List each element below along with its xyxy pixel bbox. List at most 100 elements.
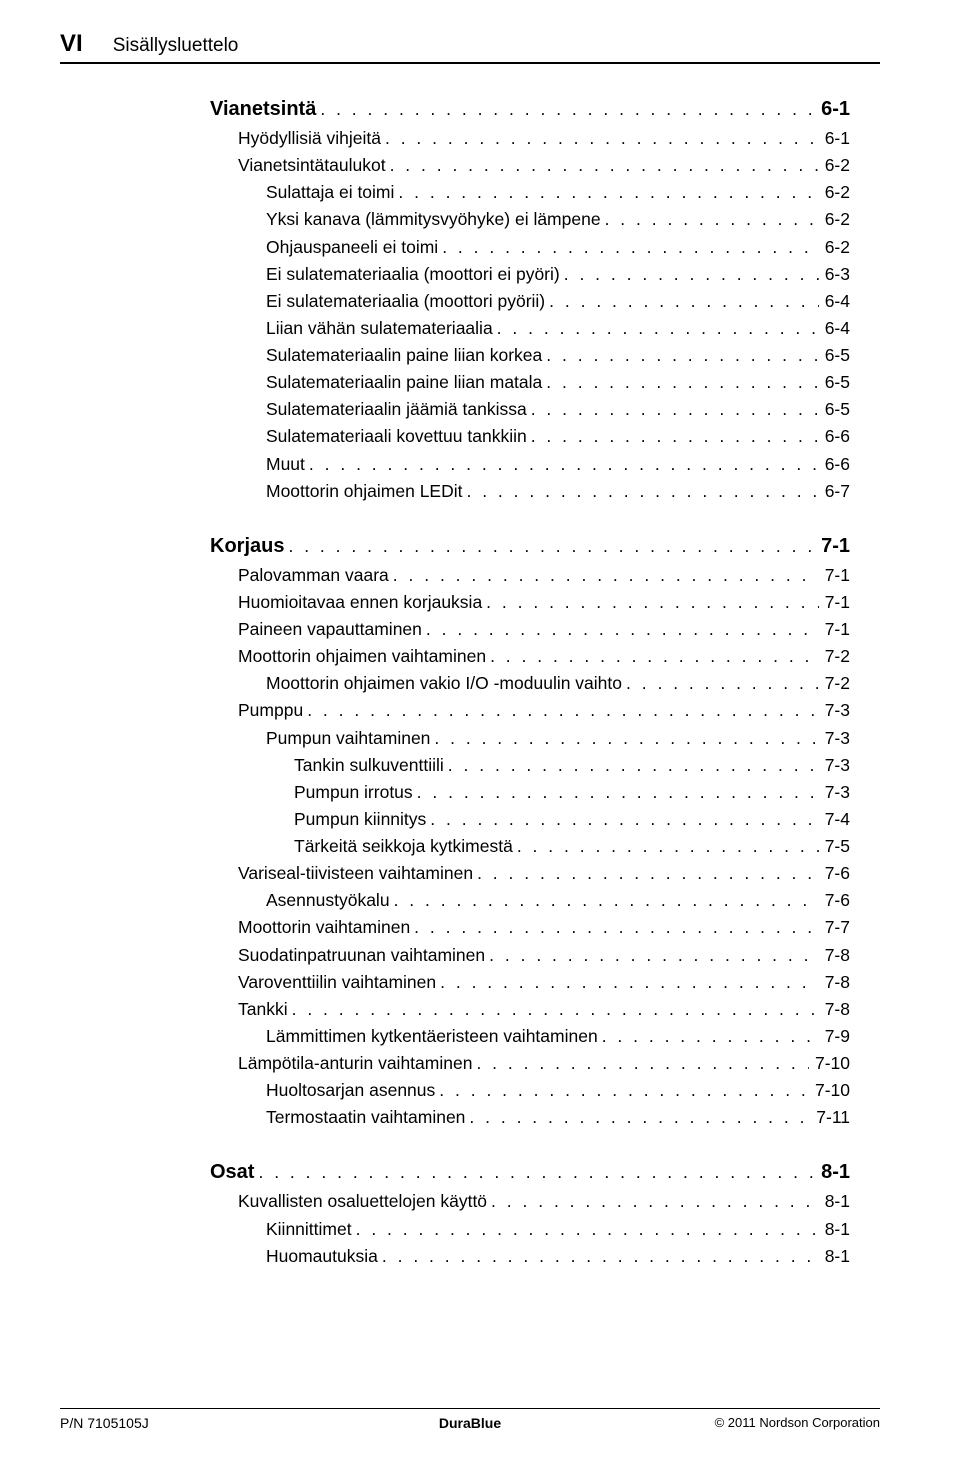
- dot-leader: [485, 942, 819, 969]
- toc-heading-label: Korjaus: [210, 531, 284, 562]
- toc-row: Huoltosarjan asennus7-10: [210, 1077, 850, 1104]
- toc-row-label: Suodatinpatruunan vaihtaminen: [238, 942, 485, 969]
- toc-row: Pumpun kiinnitys7-4: [210, 806, 850, 833]
- toc-row-page: 6-4: [819, 315, 850, 342]
- toc-row: Vianetsintätaulukot 6-2: [210, 152, 850, 179]
- dot-leader: [542, 342, 818, 369]
- dot-leader: [254, 1159, 815, 1186]
- toc-row-page: 6-6: [819, 451, 850, 478]
- dot-leader: [472, 1050, 809, 1077]
- toc-row-label: Pumpun vaihtaminen: [266, 725, 430, 752]
- dot-leader: [465, 1104, 810, 1131]
- dot-leader: [430, 725, 818, 752]
- footer-center: DuraBlue: [439, 1415, 501, 1431]
- toc-row-page: 6-5: [819, 342, 850, 369]
- toc-heading-row: Korjaus 7-1: [210, 531, 850, 562]
- toc-row-page: 7-6: [819, 887, 850, 914]
- toc-row-label: Tankin sulkuventtiili: [294, 752, 444, 779]
- dot-leader: [288, 996, 819, 1023]
- dot-leader: [426, 806, 818, 833]
- toc-heading-page: 8-1: [815, 1157, 850, 1188]
- dot-leader: [436, 969, 819, 996]
- dot-leader: [473, 860, 819, 887]
- toc-row: Sulatemateriaalin paine liian matala6-5: [210, 369, 850, 396]
- header-roman: VI: [60, 30, 83, 58]
- toc-row-page: 7-2: [819, 670, 850, 697]
- toc-row-page: 7-2: [819, 643, 850, 670]
- toc-row-label: Pumpun irrotus: [294, 779, 413, 806]
- toc-row-label: Varoventtiilin vaihtaminen: [238, 969, 436, 996]
- toc-row-label: Muut: [266, 451, 305, 478]
- toc-row-label: Ei sulatemateriaalia (moottori pyörii): [266, 288, 545, 315]
- toc-row-page: 7-1: [819, 589, 850, 616]
- toc-heading-page: 7-1: [815, 531, 850, 562]
- toc-row: Moottorin ohjaimen LEDit6-7: [210, 478, 850, 505]
- toc-row-label: Paineen vapauttaminen: [238, 616, 422, 643]
- toc-row-page: 6-3: [819, 261, 850, 288]
- toc-row: Moottorin ohjaimen vakio I/O -moduulin v…: [210, 670, 850, 697]
- toc-section: Osat8-1Kuvallisten osaluettelojen käyttö…: [210, 1157, 850, 1269]
- toc-row-label: Vianetsintätaulukot: [238, 152, 386, 179]
- toc-row-label: Huoltosarjan asennus: [266, 1077, 435, 1104]
- toc-row: Lämpötila-anturin vaihtaminen 7-10: [210, 1050, 850, 1077]
- toc-heading-row: Vianetsintä6-1: [210, 94, 850, 125]
- toc-row-label: Termostaatin vaihtaminen: [266, 1104, 465, 1131]
- dot-leader: [527, 423, 819, 450]
- toc-row: Pumpun irrotus 7-3: [210, 779, 850, 806]
- toc-row-label: Sulatemateriaali kovettuu tankkiin: [266, 423, 527, 450]
- toc-row: Kuvallisten osaluettelojen käyttö 8-1: [210, 1188, 850, 1215]
- toc-row: Ei sulatemateriaalia (moottori ei pyöri)…: [210, 261, 850, 288]
- toc-row: Muut 6-6: [210, 451, 850, 478]
- dot-leader: [305, 451, 819, 478]
- dot-leader: [381, 125, 819, 152]
- toc-row-label: Lämpötila-anturin vaihtaminen: [238, 1050, 472, 1077]
- toc-row: Sulattaja ei toimi6-2: [210, 179, 850, 206]
- dot-leader: [560, 261, 819, 288]
- toc-row: Ohjauspaneeli ei toimi6-2: [210, 234, 850, 261]
- toc-row-label: Moottorin ohjaimen LEDit: [266, 478, 462, 505]
- toc-row: Termostaatin vaihtaminen7-11: [210, 1104, 850, 1131]
- toc-row: Yksi kanava (lämmitysvyöhyke) ei lämpene…: [210, 206, 850, 233]
- toc-row-page: 6-5: [819, 396, 850, 423]
- dot-leader: [316, 96, 815, 123]
- dot-leader: [601, 206, 819, 233]
- toc-row: Pumppu7-3: [210, 697, 850, 724]
- toc-row-page: 6-2: [819, 206, 850, 233]
- toc-row: Hyödyllisiä vihjeitä6-1: [210, 125, 850, 152]
- toc-row: Huomioitavaa ennen korjauksia7-1: [210, 589, 850, 616]
- dot-leader: [352, 1216, 819, 1243]
- toc-section: Korjaus7-1Palovamman vaara7-1Huomioitava…: [210, 531, 850, 1132]
- toc-row-page: 7-3: [819, 779, 850, 806]
- toc-row-label: Kuvallisten osaluettelojen käyttö: [238, 1188, 487, 1215]
- toc-row-page: 7-6: [819, 860, 850, 887]
- toc-row: Variseal-tiivisteen vaihtaminen7-6: [210, 860, 850, 887]
- toc-row: Tankin sulkuventtiili7-3: [210, 752, 850, 779]
- toc-row-page: 7-3: [819, 725, 850, 752]
- toc-row-page: 7-5: [819, 833, 850, 860]
- toc-row: Tankki7-8: [210, 996, 850, 1023]
- dot-leader: [462, 478, 818, 505]
- toc-row-label: Huomautuksia: [266, 1243, 378, 1270]
- toc-row: Sulatemateriaali kovettuu tankkiin6-6: [210, 423, 850, 450]
- dot-leader: [435, 1077, 809, 1104]
- footer-right: © 2011 Nordson Corporation: [715, 1415, 880, 1431]
- toc-row-page: 8-1: [819, 1188, 850, 1215]
- toc-row: Liian vähän sulatemateriaalia 6-4: [210, 315, 850, 342]
- toc-row-page: 7-1: [819, 562, 850, 589]
- toc-row-page: 6-4: [819, 288, 850, 315]
- dot-leader: [410, 914, 819, 941]
- toc-heading-page: 6-1: [815, 94, 850, 125]
- toc-row-page: 7-10: [809, 1050, 850, 1077]
- toc-row-label: Liian vähän sulatemateriaalia: [266, 315, 493, 342]
- toc-row-page: 6-2: [819, 152, 850, 179]
- dot-leader: [438, 234, 819, 261]
- dot-leader: [527, 396, 819, 423]
- toc-row: Paineen vapauttaminen7-1: [210, 616, 850, 643]
- dot-leader: [422, 616, 819, 643]
- toc-row-page: 6-2: [819, 234, 850, 261]
- toc-row: Sulatemateriaalin paine liian korkea6-5: [210, 342, 850, 369]
- toc-row-label: Sulattaja ei toimi: [266, 179, 394, 206]
- toc-heading-row: Osat8-1: [210, 1157, 850, 1188]
- toc-row: Huomautuksia8-1: [210, 1243, 850, 1270]
- toc-row-label: Lämmittimen kytkentäeristeen vaihtaminen: [266, 1023, 598, 1050]
